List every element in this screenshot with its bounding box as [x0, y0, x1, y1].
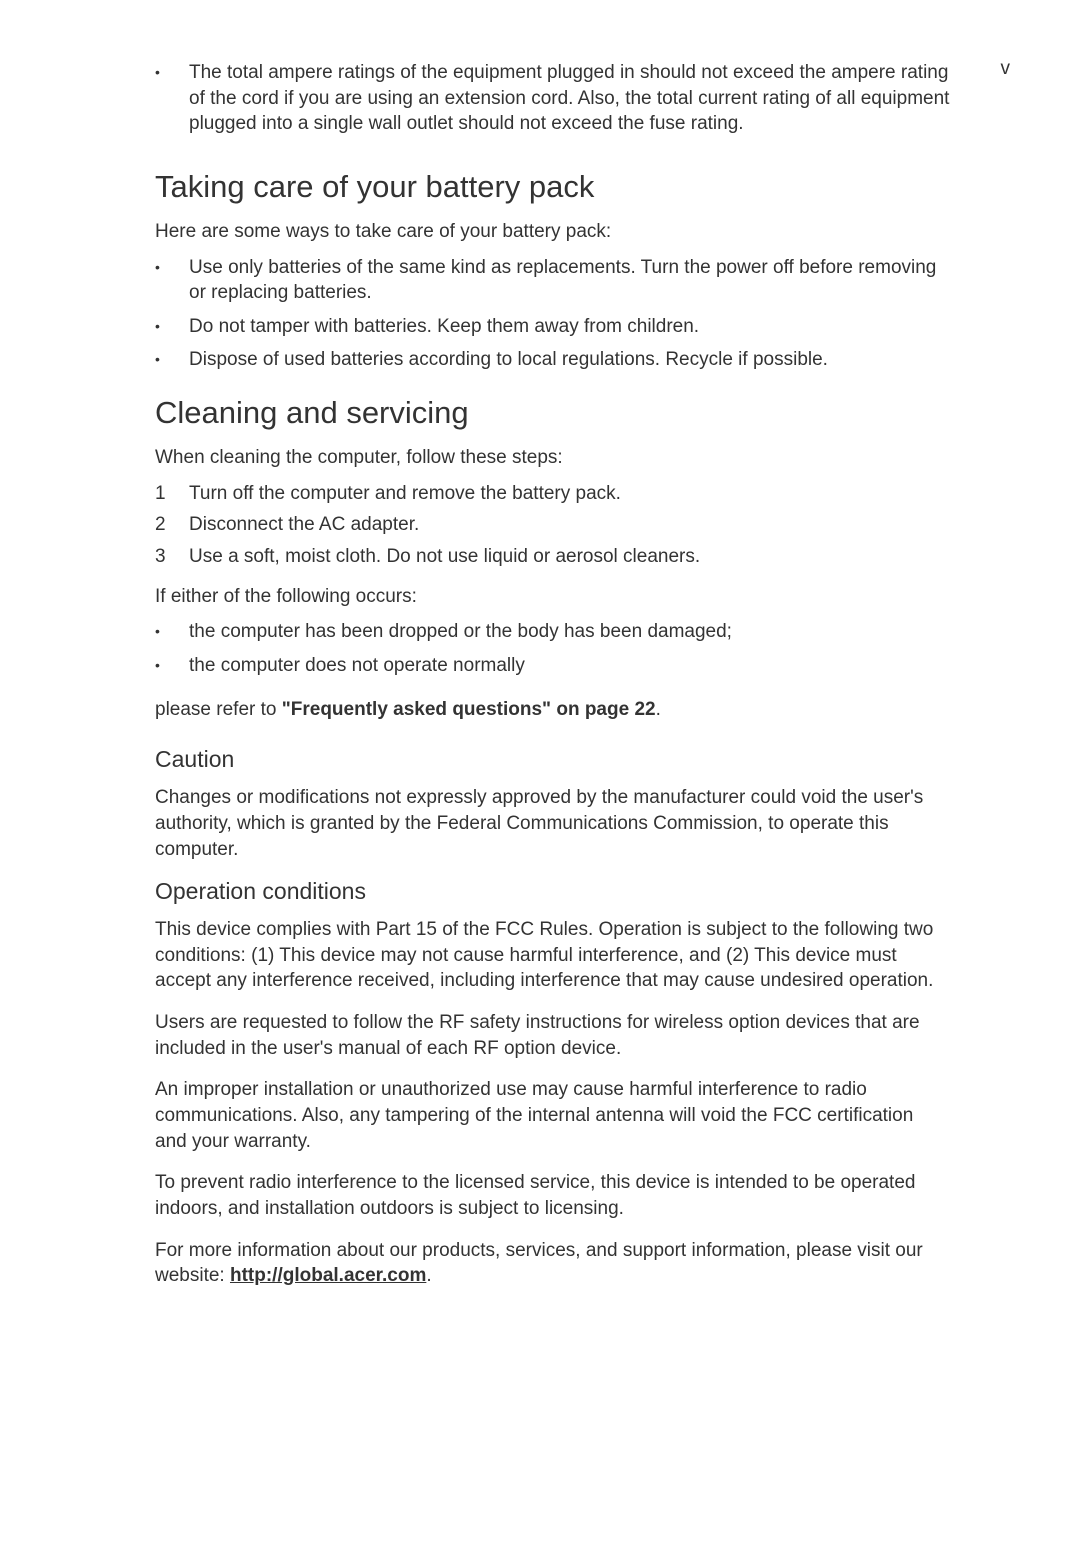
operation-p2: Users are requested to follow the RF saf…	[155, 1010, 950, 1061]
refer-line: please refer to "Frequently asked questi…	[155, 697, 950, 723]
operation-p1: This device complies with Part 15 of the…	[155, 917, 950, 994]
bullet-icon: •	[155, 60, 189, 137]
bullet-icon: •	[155, 255, 189, 306]
intro-bullet-item: • The total ampere ratings of the equipm…	[155, 60, 950, 137]
list-item: 1Turn off the computer and remove the ba…	[155, 481, 950, 507]
cleaning-step-list: 1Turn off the computer and remove the ba…	[155, 481, 950, 570]
website-link[interactable]: http://global.acer.com	[230, 1265, 426, 1286]
either-bullet-list: •the computer has been dropped or the bo…	[155, 619, 950, 678]
page-content: • The total ampere ratings of the equipm…	[0, 0, 1080, 1365]
refer-prefix: please refer to	[155, 699, 282, 720]
refer-suffix: .	[656, 699, 661, 720]
list-item: •Use only batteries of the same kind as …	[155, 255, 950, 306]
either-intro: If either of the following occurs:	[155, 584, 950, 610]
step-number: 1	[155, 481, 189, 507]
intro-bullet-text: The total ampere ratings of the equipmen…	[189, 60, 950, 137]
list-item-text: Disconnect the AC adapter.	[189, 512, 419, 538]
list-item: 3Use a soft, moist cloth. Do not use liq…	[155, 544, 950, 570]
list-item-text: the computer does not operate normally	[189, 653, 525, 679]
bullet-icon: •	[155, 314, 189, 340]
list-item-text: Use a soft, moist cloth. Do not use liqu…	[189, 544, 700, 570]
battery-bullet-list: •Use only batteries of the same kind as …	[155, 255, 950, 374]
operation-p5: For more information about our products,…	[155, 1238, 950, 1289]
refer-link[interactable]: "Frequently asked questions" on page 22	[282, 699, 656, 720]
section-heading-battery: Taking care of your battery pack	[155, 169, 950, 205]
list-item: •the computer does not operate normally	[155, 653, 950, 679]
list-item: 2Disconnect the AC adapter.	[155, 512, 950, 538]
bullet-icon: •	[155, 619, 189, 645]
subsection-heading-operation: Operation conditions	[155, 878, 950, 905]
operation-p3: An improper installation or unauthorized…	[155, 1077, 950, 1154]
list-item-text: Use only batteries of the same kind as r…	[189, 255, 950, 306]
caution-body: Changes or modifications not expressly a…	[155, 785, 950, 862]
step-number: 2	[155, 512, 189, 538]
page-number: v	[1001, 58, 1011, 80]
cleaning-intro: When cleaning the computer, follow these…	[155, 445, 950, 471]
list-item-text: Do not tamper with batteries. Keep them …	[189, 314, 699, 340]
operation-p4: To prevent radio interference to the lic…	[155, 1170, 950, 1221]
bullet-icon: •	[155, 653, 189, 679]
list-item-text: Turn off the computer and remove the bat…	[189, 481, 621, 507]
list-item-text: the computer has been dropped or the bod…	[189, 619, 732, 645]
battery-intro: Here are some ways to take care of your …	[155, 219, 950, 245]
bullet-icon: •	[155, 347, 189, 373]
section-heading-cleaning: Cleaning and servicing	[155, 395, 950, 431]
list-item: •the computer has been dropped or the bo…	[155, 619, 950, 645]
list-item-text: Dispose of used batteries according to l…	[189, 347, 828, 373]
list-item: •Dispose of used batteries according to …	[155, 347, 950, 373]
subsection-heading-caution: Caution	[155, 746, 950, 773]
operation-p5-suffix: .	[426, 1265, 431, 1286]
list-item: •Do not tamper with batteries. Keep them…	[155, 314, 950, 340]
step-number: 3	[155, 544, 189, 570]
